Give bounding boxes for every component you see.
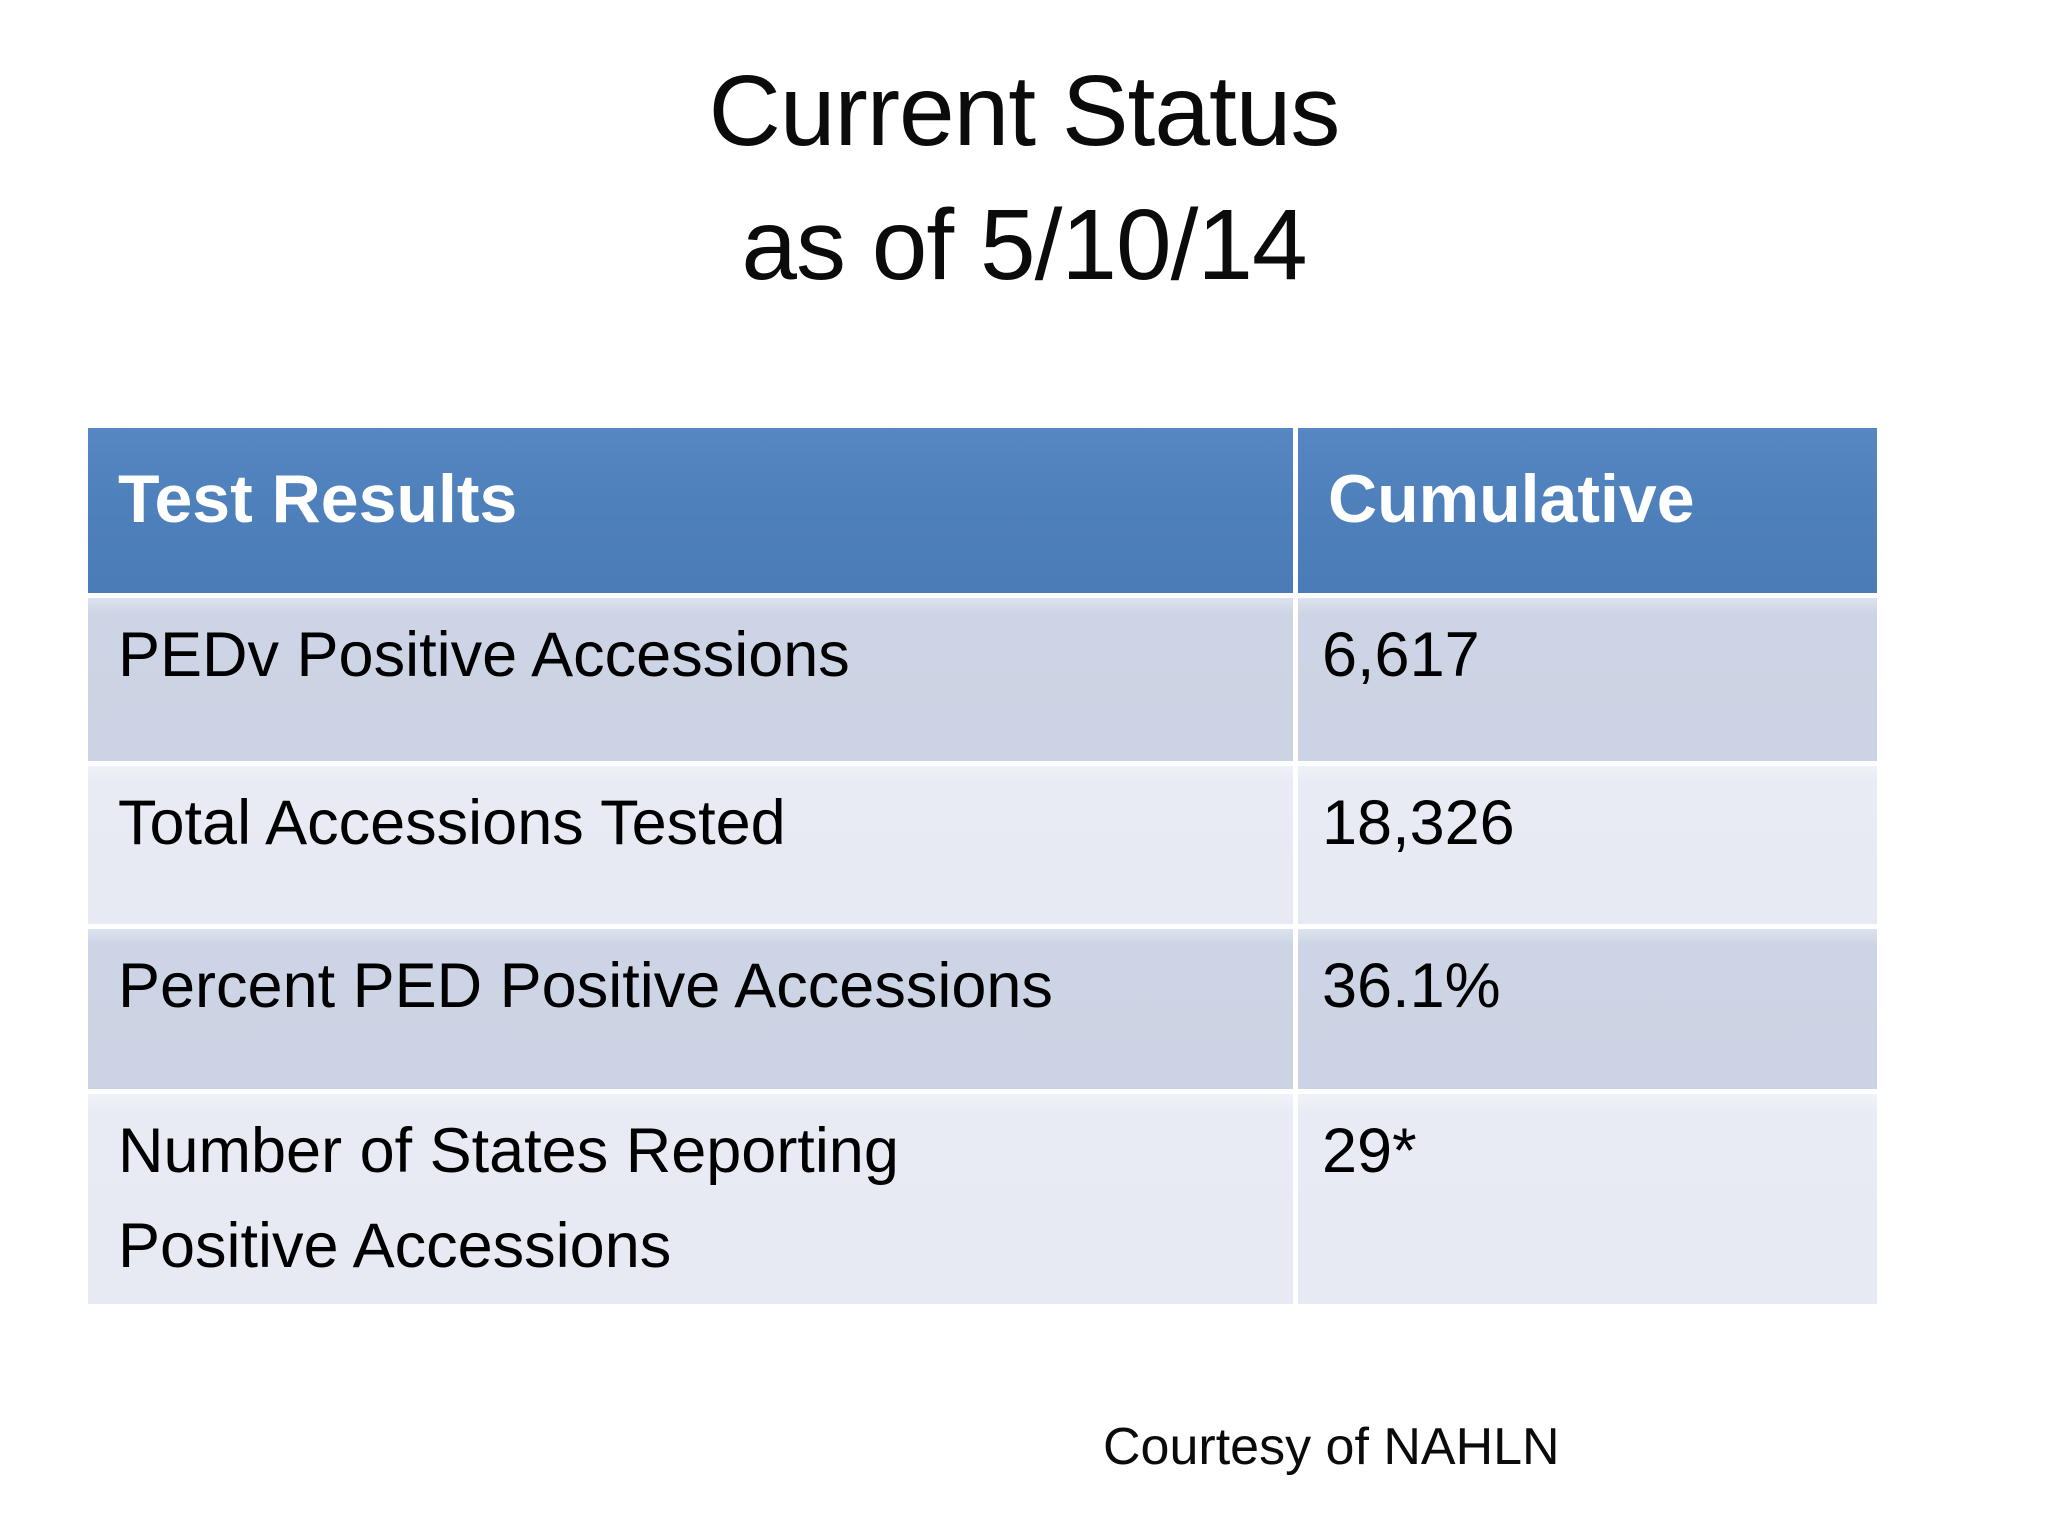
courtesy-note: Courtesy of NAHLN xyxy=(1103,1418,1560,1476)
row-value: 18,326 xyxy=(1322,788,1515,858)
table-row-label-states-reporting: Number of States Reporting Positive Acce… xyxy=(88,1094,1293,1304)
table-row-value-percent-ped-positive: 36.1% xyxy=(1298,929,1877,1089)
column-header-cumulative-label: Cumulative xyxy=(1328,461,1695,537)
column-header-cumulative: Cumulative xyxy=(1298,428,1877,593)
test-results-table: Test Results Cumulative PEDv Positive Ac… xyxy=(88,428,1877,1304)
row-value: 36.1% xyxy=(1322,951,1501,1021)
table-row-value-states-reporting: 29* xyxy=(1298,1094,1877,1304)
row-label: Number of States Reporting Positive Acce… xyxy=(118,1116,899,1281)
row-label: Total Accessions Tested xyxy=(118,788,786,858)
row-label: Percent PED Positive Accessions xyxy=(118,951,1053,1021)
slide-title-line-2: as of 5/10/14 xyxy=(741,189,1307,301)
column-header-test-results: Test Results xyxy=(88,428,1293,593)
table-row-label-percent-ped-positive: Percent PED Positive Accessions xyxy=(88,929,1293,1089)
column-header-test-results-label: Test Results xyxy=(118,461,518,537)
table-row-value-total-accessions-tested: 18,326 xyxy=(1298,766,1877,924)
row-value: 6,617 xyxy=(1322,620,1480,690)
table-row-label-total-accessions-tested: Total Accessions Tested xyxy=(88,766,1293,924)
row-label: PEDv Positive Accessions xyxy=(118,620,850,690)
slide-title-line-1: Current Status xyxy=(708,55,1341,167)
row-value: 29* xyxy=(1322,1116,1417,1186)
slide-title: Current Status as of 5/10/14 xyxy=(0,44,2048,312)
table-row-value-pedv-positive-accessions: 6,617 xyxy=(1298,598,1877,761)
table-row-label-pedv-positive-accessions: PEDv Positive Accessions xyxy=(88,598,1293,761)
